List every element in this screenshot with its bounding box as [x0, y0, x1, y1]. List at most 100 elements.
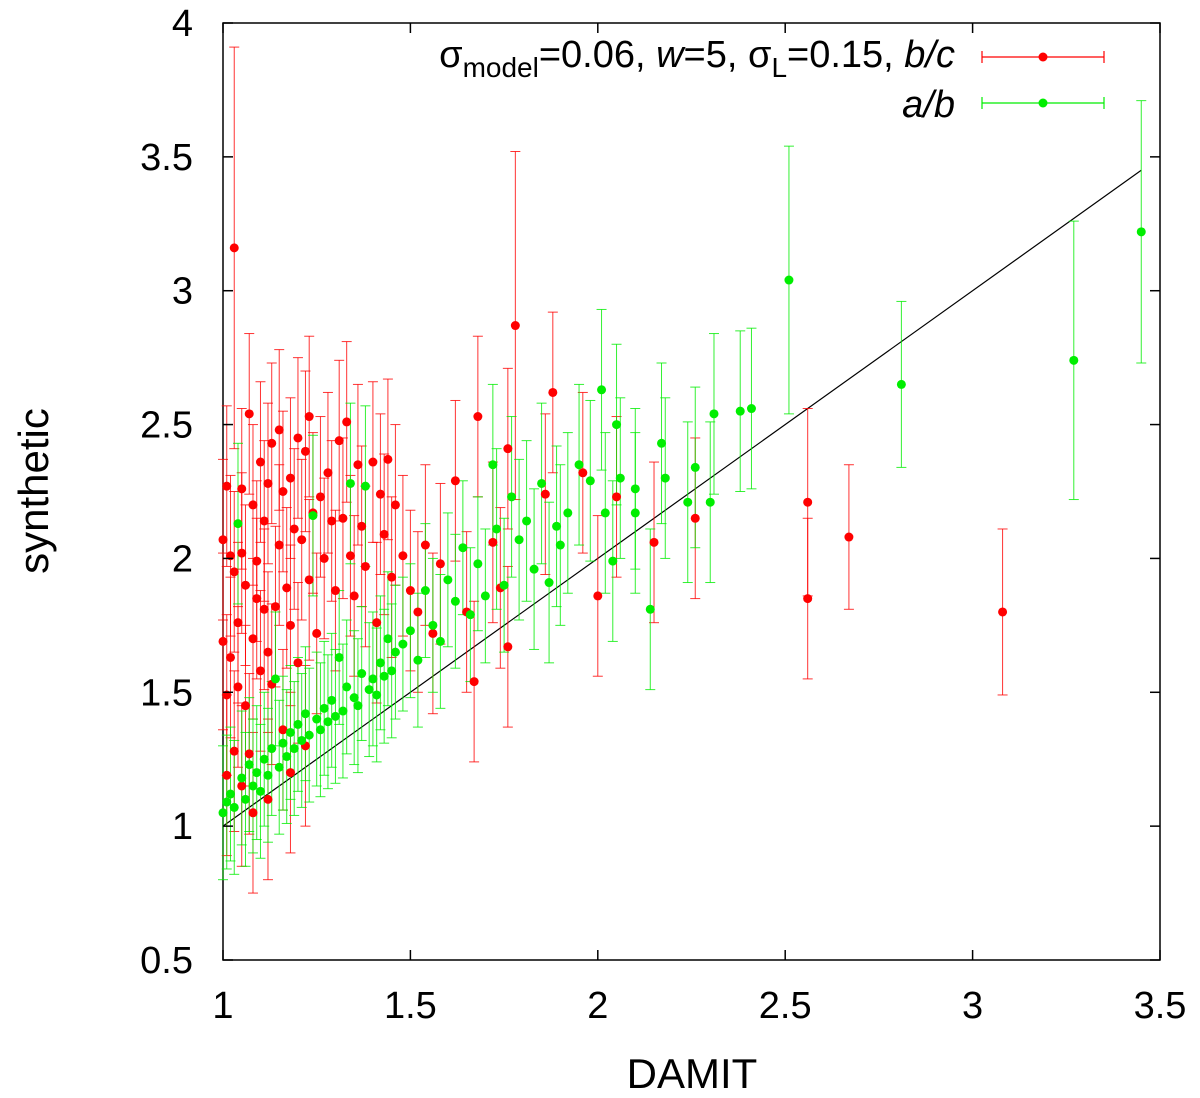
data-point [552, 521, 562, 531]
data-point [255, 786, 265, 796]
legend-series-b-c-name: b/c [904, 34, 955, 76]
data-point [267, 438, 277, 448]
data-point [297, 535, 307, 545]
data-point [297, 735, 307, 745]
points-a-b [218, 227, 1146, 818]
data-point [225, 652, 235, 662]
data-point [263, 478, 273, 488]
data-point [450, 596, 460, 606]
reference-line-group [222, 169, 1142, 827]
data-point [784, 275, 794, 285]
data-point [368, 457, 378, 467]
data-point [225, 789, 235, 799]
data-point [233, 682, 243, 692]
data-point [222, 797, 232, 807]
data-point [690, 513, 700, 523]
data-point [259, 516, 269, 526]
series-b-c [218, 46, 1008, 894]
data-point [896, 379, 906, 389]
data-point [428, 620, 438, 630]
legend-sub-L: L [771, 52, 787, 83]
y-tick-label: 3 [172, 271, 193, 313]
data-point [259, 754, 269, 764]
x-tick-label: 2 [587, 985, 608, 1027]
data-point [252, 594, 262, 604]
data-point [514, 535, 524, 545]
data-point [649, 537, 659, 547]
data-point [218, 535, 228, 545]
data-point [473, 412, 483, 422]
y-tick-label: 1 [172, 806, 193, 848]
data-point [503, 642, 513, 652]
data-point [507, 492, 517, 502]
data-point [263, 794, 273, 804]
data-point [315, 492, 325, 502]
legend-w-symbol: w [656, 34, 686, 76]
data-point [450, 476, 460, 486]
data-point [289, 524, 299, 534]
y-tick-label: 4 [172, 3, 193, 45]
data-point [803, 594, 813, 604]
data-point [218, 636, 228, 646]
data-point [342, 417, 352, 427]
data-point [488, 460, 498, 470]
data-point [360, 561, 370, 571]
y-axis-label: synthetic [10, 408, 57, 574]
x-tick-label: 1.5 [384, 985, 437, 1027]
data-point [398, 551, 408, 561]
data-point [285, 473, 295, 483]
data-point [405, 626, 415, 636]
x-tick-label: 1 [212, 985, 233, 1027]
series-a-b [218, 100, 1147, 881]
data-point [274, 425, 284, 435]
data-point [237, 781, 247, 791]
data-point [315, 725, 325, 735]
data-point [540, 489, 550, 499]
data-point [282, 752, 292, 762]
data-point [522, 516, 532, 526]
data-point [282, 583, 292, 593]
data-point [537, 478, 547, 488]
data-point [334, 652, 344, 662]
data-point [323, 717, 333, 727]
x-tick-label: 3 [962, 985, 983, 1027]
data-point [259, 604, 269, 614]
data-point [267, 744, 277, 754]
data-point [413, 607, 423, 617]
data-point [645, 604, 655, 614]
y-axis-ticks: 0.5 1 1.5 2 2.5 3 3.5 4 [140, 3, 1160, 982]
legend-symbols [981, 51, 1105, 109]
data-point [312, 714, 322, 724]
data-point [229, 802, 239, 812]
data-point [387, 666, 397, 676]
data-point [244, 749, 254, 759]
y-tick-label: 1.5 [140, 672, 193, 714]
data-point [263, 647, 273, 657]
data-point [435, 559, 445, 569]
data-point [278, 487, 288, 496]
data-point [353, 460, 363, 470]
data-point [300, 446, 310, 456]
data-point [705, 497, 715, 507]
data-point [379, 671, 389, 681]
data-point [413, 655, 423, 665]
data-point [1136, 227, 1146, 237]
data-point [240, 794, 250, 804]
data-point [585, 476, 595, 486]
data-point [285, 620, 295, 630]
x-tick-label: 3.5 [1134, 985, 1187, 1027]
data-point [270, 674, 280, 684]
data-point [563, 508, 573, 518]
data-point [248, 634, 258, 644]
data-point [593, 591, 603, 601]
data-point [387, 572, 397, 582]
data-point [304, 412, 314, 422]
data-series-group [218, 46, 1147, 894]
data-point [499, 580, 509, 590]
data-point [345, 478, 355, 488]
legend-sigma-model: σ [439, 34, 462, 76]
data-point [327, 695, 337, 705]
data-point [304, 730, 314, 740]
data-point [274, 540, 284, 550]
